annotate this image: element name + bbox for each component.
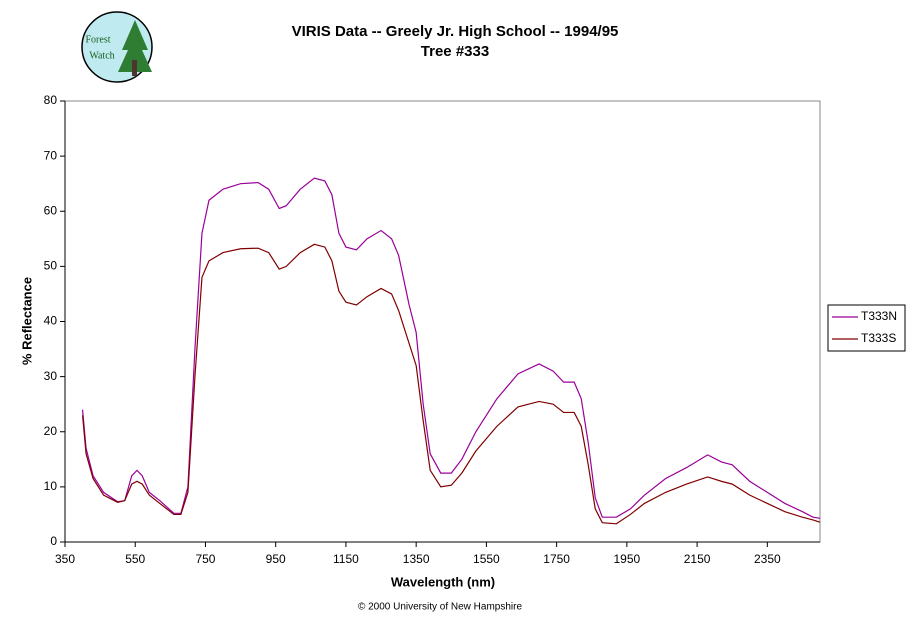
logo-tree [118, 20, 152, 72]
y-tick-label: 30 [44, 369, 58, 383]
x-tick-label: 2350 [754, 552, 781, 566]
x-tick-label: 550 [125, 552, 145, 566]
x-tick-label: 2150 [684, 552, 711, 566]
logo-text: Watch [89, 50, 114, 61]
x-tick-label: 1150 [333, 552, 359, 566]
y-tick-label: 20 [44, 424, 58, 438]
logo: Forest Watch [81, 11, 153, 83]
x-tick-label: 750 [195, 552, 215, 566]
legend-label: T333N [861, 309, 897, 323]
x-tick-label: 350 [55, 552, 75, 566]
series-line [81, 177, 821, 519]
series-line [81, 243, 821, 525]
x-tick-label: 1350 [403, 552, 430, 566]
x-tick-label: 1950 [614, 552, 641, 566]
x-axis-title: Wavelength (nm) [391, 574, 495, 589]
plot-frame [64, 100, 821, 543]
y-axis-title: % Reflectance [19, 277, 34, 365]
legend-box [827, 304, 906, 352]
x-tick-label: 1550 [473, 552, 500, 566]
logo-text: Forest [86, 34, 111, 45]
chart-subtitle: Tree #333 [421, 43, 489, 60]
y-tick-label: 50 [44, 259, 58, 273]
x-tick-label: 1750 [543, 552, 570, 566]
y-tick-label: 60 [44, 203, 58, 217]
x-tick-label: 950 [266, 552, 286, 566]
legend-label: T333S [861, 331, 896, 345]
chart-title: VIRIS Data -- Greely Jr. High School -- … [292, 23, 619, 40]
y-tick-label: 40 [44, 314, 58, 328]
footer: © 2000 University of New Hampshire [358, 602, 523, 613]
y-tick-label: 70 [44, 148, 58, 162]
logo-trunk [132, 60, 137, 76]
y-tick-label: 10 [44, 479, 58, 493]
y-tick-label: 80 [44, 93, 58, 107]
y-tick-label: 0 [50, 534, 57, 548]
